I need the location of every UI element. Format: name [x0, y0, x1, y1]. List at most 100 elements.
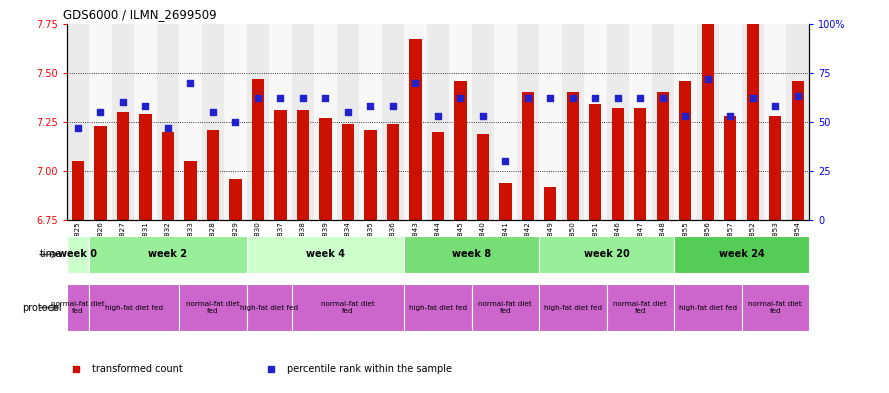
Text: high-fat diet fed: high-fat diet fed: [544, 305, 602, 310]
Bar: [769, 116, 781, 220]
Bar: [719, 24, 741, 220]
Bar: [674, 236, 809, 273]
Bar: [499, 183, 511, 220]
Bar: [606, 24, 629, 220]
Point: [251, 95, 265, 101]
Bar: [202, 24, 224, 220]
Bar: [522, 92, 534, 220]
Bar: [724, 116, 736, 220]
Point: [656, 95, 670, 101]
Bar: [471, 24, 494, 220]
Bar: [314, 24, 337, 220]
Text: percentile rank within the sample: percentile rank within the sample: [287, 364, 453, 375]
Point: [205, 109, 220, 115]
Point: [340, 109, 355, 115]
Text: GDS6000 / ILMN_2699509: GDS6000 / ILMN_2699509: [63, 8, 217, 21]
Point: [543, 95, 557, 101]
Bar: [116, 112, 129, 220]
Bar: [517, 24, 539, 220]
Text: protocol: protocol: [22, 303, 62, 312]
Bar: [184, 161, 196, 220]
Bar: [252, 79, 264, 220]
Bar: [207, 130, 219, 220]
Bar: [544, 187, 557, 220]
Point: [161, 125, 175, 131]
Bar: [134, 24, 156, 220]
Point: [521, 95, 535, 101]
Bar: [404, 24, 427, 220]
Bar: [180, 24, 202, 220]
Point: [678, 113, 693, 119]
Text: week 24: week 24: [718, 250, 765, 259]
Bar: [292, 284, 404, 331]
Bar: [94, 126, 107, 220]
Text: week 8: week 8: [452, 250, 491, 259]
Bar: [606, 284, 674, 331]
Bar: [72, 161, 84, 220]
Bar: [477, 134, 489, 220]
Text: time: time: [40, 250, 62, 259]
Bar: [471, 284, 539, 331]
Text: high-fat diet fed: high-fat diet fed: [678, 305, 737, 310]
Text: normal-fat diet
fed: normal-fat diet fed: [749, 301, 802, 314]
Bar: [387, 124, 399, 220]
Bar: [337, 24, 359, 220]
Point: [364, 103, 378, 109]
Bar: [292, 24, 314, 220]
Bar: [741, 284, 809, 331]
Bar: [566, 92, 579, 220]
Point: [183, 79, 197, 86]
Bar: [589, 104, 602, 220]
Bar: [404, 236, 539, 273]
Point: [71, 125, 85, 131]
Point: [565, 95, 580, 101]
Bar: [449, 24, 471, 220]
Bar: [679, 81, 692, 220]
Bar: [787, 24, 809, 220]
Point: [633, 95, 647, 101]
Bar: [89, 284, 180, 331]
Point: [228, 119, 243, 125]
Bar: [629, 24, 652, 220]
Point: [139, 103, 153, 109]
Bar: [162, 132, 174, 220]
Bar: [741, 24, 764, 220]
Bar: [246, 236, 404, 273]
Bar: [652, 24, 674, 220]
Bar: [539, 24, 562, 220]
Point: [498, 158, 512, 164]
Bar: [89, 24, 112, 220]
Bar: [246, 24, 269, 220]
Bar: [427, 24, 449, 220]
Text: week 4: week 4: [306, 250, 345, 259]
Point: [611, 95, 625, 101]
Bar: [696, 24, 719, 220]
Text: high-fat diet fed: high-fat diet fed: [409, 305, 467, 310]
Bar: [432, 132, 444, 220]
Text: normal-fat diet
fed: normal-fat diet fed: [51, 301, 105, 314]
Bar: [89, 236, 246, 273]
Bar: [224, 24, 246, 220]
Bar: [269, 24, 292, 220]
Bar: [112, 24, 134, 220]
Point: [476, 113, 490, 119]
Bar: [562, 24, 584, 220]
Text: normal-fat diet
fed: normal-fat diet fed: [478, 301, 533, 314]
Bar: [674, 284, 741, 331]
Bar: [657, 92, 669, 220]
Bar: [409, 39, 421, 220]
Bar: [584, 24, 606, 220]
Bar: [341, 124, 354, 220]
Text: transformed count: transformed count: [92, 364, 182, 375]
Text: week 0: week 0: [59, 250, 98, 259]
Bar: [539, 284, 606, 331]
Bar: [274, 110, 286, 220]
Point: [116, 99, 130, 105]
Point: [296, 95, 310, 101]
Bar: [319, 118, 332, 220]
Point: [386, 103, 400, 109]
Bar: [246, 284, 292, 331]
Point: [273, 95, 287, 101]
Point: [93, 109, 108, 115]
Text: week 20: week 20: [584, 250, 629, 259]
